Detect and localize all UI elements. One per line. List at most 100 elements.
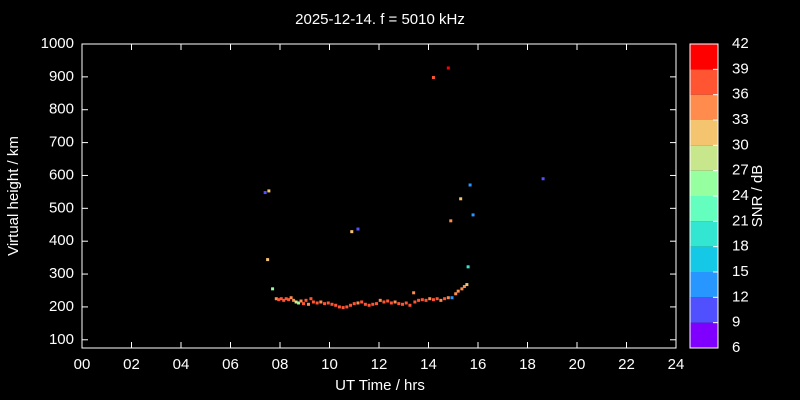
colorbar-band	[690, 196, 718, 222]
colorbar-band	[690, 221, 718, 247]
data-point	[350, 230, 354, 234]
colorbar-tick-label: 9	[732, 314, 740, 331]
colorbar-tick-label: 12	[732, 288, 749, 305]
data-point	[371, 302, 375, 306]
data-point	[277, 298, 281, 302]
colorbar-band	[690, 322, 718, 348]
x-tick-label: 20	[569, 356, 586, 373]
colorbar-label: SNR / dB	[749, 165, 766, 228]
data-point	[412, 291, 416, 295]
data-point	[356, 227, 360, 231]
y-tick-label: 200	[49, 298, 74, 315]
data-point	[337, 305, 341, 309]
data-point	[404, 301, 408, 305]
x-tick-label: 14	[420, 356, 437, 373]
y-tick-label: 100	[49, 331, 74, 348]
colorbar-tick-label: 33	[732, 111, 749, 128]
data-point	[284, 297, 288, 301]
data-point	[304, 298, 308, 302]
data-point	[287, 298, 291, 302]
x-tick-label: 00	[74, 356, 91, 373]
data-point	[309, 297, 313, 301]
y-tick-label: 500	[49, 199, 74, 216]
x-tick-label: 02	[123, 356, 140, 373]
colorbar-tick-label: 21	[732, 212, 749, 229]
data-point	[435, 297, 439, 301]
y-tick-label: 600	[49, 166, 74, 183]
data-point	[345, 305, 349, 309]
data-point	[292, 298, 296, 302]
data-point	[274, 297, 278, 301]
data-point	[468, 183, 472, 187]
colorbar-tick-label: 39	[732, 60, 749, 77]
colorbar-tick-label: 24	[732, 187, 749, 204]
data-point	[302, 302, 306, 306]
data-point	[263, 191, 267, 195]
colorbar-tick-label: 27	[732, 162, 749, 179]
data-point	[356, 301, 360, 305]
data-point	[375, 302, 379, 306]
data-point	[279, 297, 283, 301]
data-point	[431, 76, 435, 80]
data-point	[319, 300, 323, 304]
x-tick-label: 04	[173, 356, 190, 373]
data-point	[349, 303, 353, 307]
data-point	[297, 301, 301, 305]
data-point	[352, 302, 356, 306]
data-point	[294, 300, 298, 304]
data-point	[393, 300, 397, 304]
data-point	[382, 300, 386, 304]
colorbar-tick-label: 42	[732, 35, 749, 52]
data-point	[397, 302, 401, 306]
data-point	[334, 303, 338, 307]
data-point	[306, 302, 310, 306]
x-tick-label: 22	[618, 356, 635, 373]
y-tick-label: 700	[49, 134, 74, 151]
x-tick-label: 24	[668, 356, 685, 373]
data-point	[459, 197, 463, 201]
colorbar-tick-label: 30	[732, 136, 749, 153]
data-point	[386, 299, 390, 303]
data-point	[449, 219, 453, 223]
colorbar-tick-label: 15	[732, 263, 749, 280]
colorbar-band	[690, 44, 718, 70]
data-point	[367, 303, 371, 307]
y-tick-label: 900	[49, 68, 74, 85]
data-point	[413, 300, 417, 304]
data-point	[439, 298, 443, 302]
data-point	[446, 66, 450, 70]
data-point	[450, 296, 454, 300]
data-point	[428, 297, 432, 301]
data-point	[378, 298, 382, 302]
data-point	[401, 302, 405, 306]
data-point	[299, 299, 303, 303]
x-tick-label: 06	[222, 356, 239, 373]
data-point	[454, 292, 458, 296]
colorbar-band	[690, 145, 718, 171]
data-point	[267, 189, 271, 193]
data-point	[326, 301, 330, 305]
x-tick-label: 10	[321, 356, 338, 373]
data-point	[466, 265, 470, 269]
y-tick-label: 300	[49, 265, 74, 282]
data-point	[282, 298, 286, 302]
y-axis-label: Virtual height / km	[5, 136, 22, 256]
data-point	[363, 302, 367, 306]
data-point	[311, 300, 315, 304]
chart-title: 2025-12-14. f = 5010 kHz	[295, 11, 465, 28]
data-point	[360, 300, 364, 304]
data-point	[541, 177, 545, 181]
data-point	[462, 285, 466, 289]
x-tick-label: 12	[371, 356, 388, 373]
x-tick-label: 16	[470, 356, 487, 373]
colorbar-band	[690, 120, 718, 146]
data-point	[446, 296, 450, 300]
data-point	[460, 287, 464, 291]
data-point	[271, 287, 275, 291]
data-point	[456, 289, 460, 293]
colorbar-band	[690, 69, 718, 95]
x-tick-label: 18	[519, 356, 536, 373]
data-point	[408, 303, 412, 307]
data-point	[431, 298, 435, 302]
